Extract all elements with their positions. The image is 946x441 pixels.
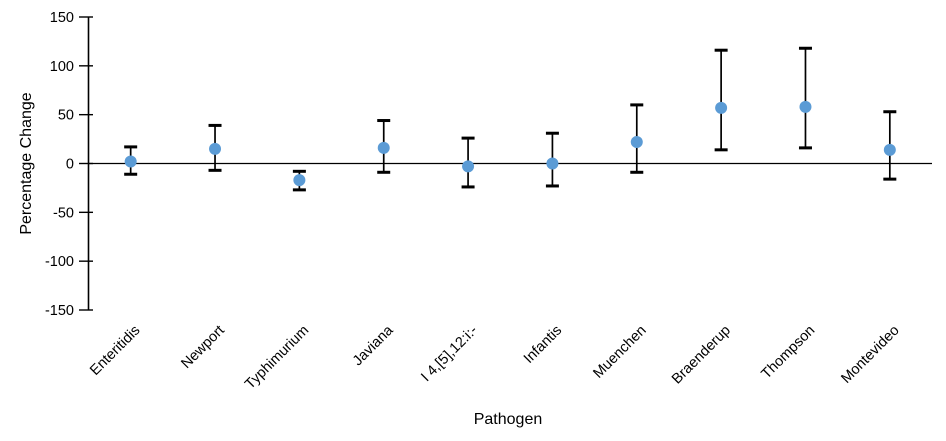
data-point: [715, 101, 728, 114]
data-point: [209, 142, 222, 155]
category-label: Typhimurium: [242, 323, 312, 393]
data-point: [546, 157, 559, 170]
y-tick-label: 50: [58, 108, 74, 124]
y-tick-label: 0: [66, 157, 74, 173]
x-axis-category-labels: Enteritidis Newport Typhimurium Javiana I 4,…: [87, 322, 902, 393]
y-tick-label: -100: [45, 254, 74, 270]
category-label: Infantis: [521, 323, 565, 367]
data-point: [124, 155, 137, 168]
data-point: [630, 136, 643, 149]
error-bars: [124, 46, 897, 192]
data-point: [462, 160, 475, 173]
x-axis-title: Pathogen: [474, 411, 543, 428]
data-points: [124, 100, 896, 187]
data-point: [799, 100, 812, 113]
y-tick-label: -150: [45, 303, 74, 319]
category-label: Montevideo: [838, 323, 902, 387]
y-tick-label: 100: [50, 59, 74, 75]
y-tick-label: 150: [50, 10, 74, 26]
y-tick-label: -50: [53, 205, 74, 221]
y-axis-title: Percentage Change: [18, 92, 35, 234]
data-point: [293, 174, 306, 187]
data-point: [377, 141, 390, 154]
y-axis: 150 100 50 0 -50 -100 -150: [45, 10, 93, 319]
category-label: Javiana: [350, 322, 397, 369]
category-label: Newport: [178, 323, 227, 372]
category-label: Enteritidis: [87, 323, 143, 379]
data-point: [883, 143, 896, 156]
category-label: I 4,[5],12:i:-: [418, 322, 481, 385]
category-label: Thompson: [759, 323, 819, 383]
category-label: Braenderup: [669, 323, 734, 388]
category-label: Muenchen: [590, 323, 649, 382]
